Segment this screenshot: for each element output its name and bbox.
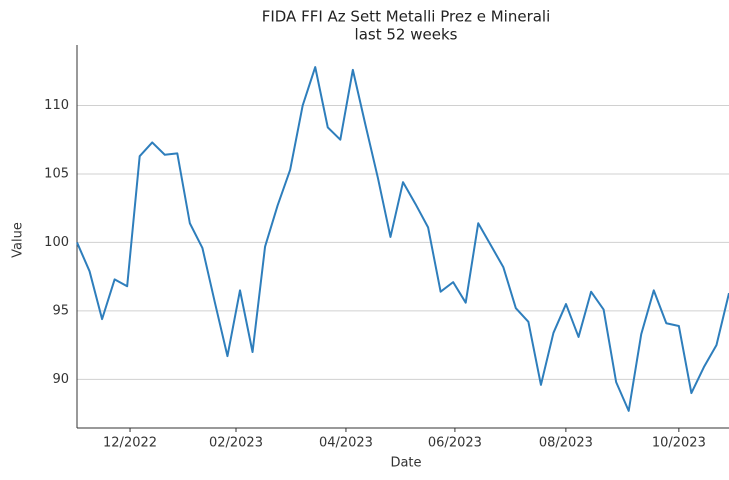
y-tick-label: 90 <box>52 372 69 387</box>
chart-title: FIDA FFI Az Sett Metalli Prez e Minerali <box>262 8 551 26</box>
x-axis-label: Date <box>390 456 421 471</box>
data-line <box>76 66 729 412</box>
y-tick-label: 105 <box>44 166 69 181</box>
x-tick-label: 10/2023 <box>652 436 706 451</box>
chart-subtitle: last 52 weeks <box>355 26 458 44</box>
y-tick-label: 100 <box>44 235 69 250</box>
y-tick-label: 95 <box>52 303 69 318</box>
x-tick-label: 06/2023 <box>428 436 482 451</box>
x-tick-label: 04/2023 <box>319 436 373 451</box>
x-tick-label: 02/2023 <box>209 436 263 451</box>
x-tick-label: 08/2023 <box>539 436 593 451</box>
x-tick-label: 12/2022 <box>103 436 157 451</box>
y-tick-label: 110 <box>44 98 69 113</box>
y-axis-label: Value <box>11 222 26 258</box>
